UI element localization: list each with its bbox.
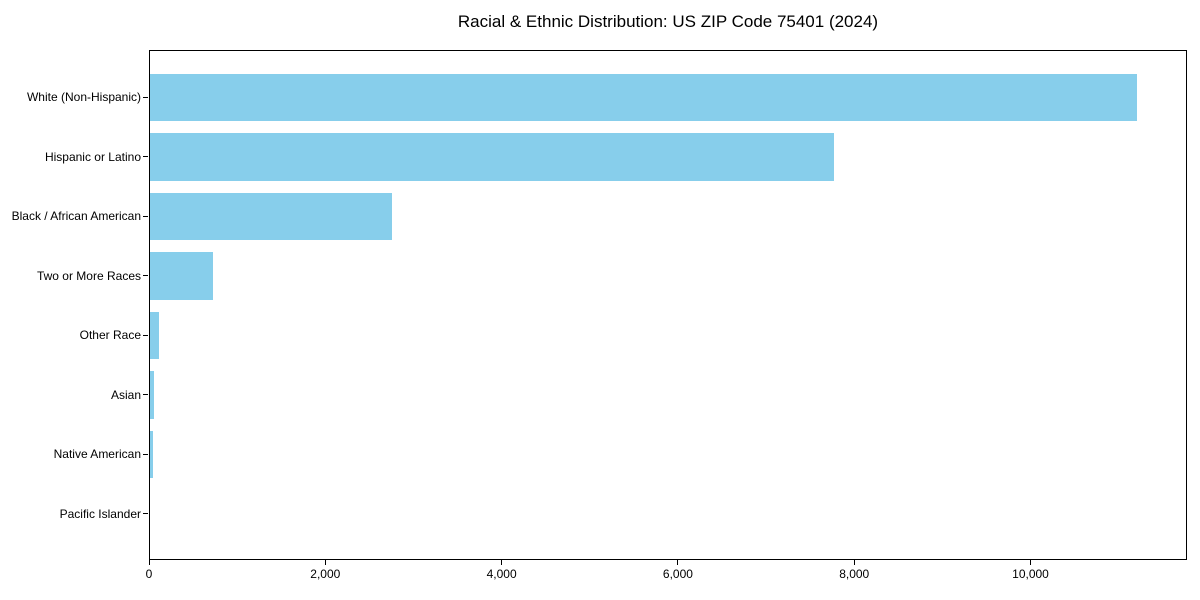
x-tick-label: 4,000 [486,567,517,581]
y-tick-mark [143,394,148,396]
bar [150,430,154,479]
y-tick-label: Other Race [79,328,141,343]
x-tick-mark [677,560,679,565]
y-tick-mark [143,334,148,336]
bar [150,311,159,360]
x-tick-label: 10,000 [1012,567,1049,581]
bar [150,371,155,419]
y-tick-mark [143,156,148,158]
chart-title: Racial & Ethnic Distribution: US ZIP Cod… [457,12,879,31]
x-tick-mark [324,560,326,565]
y-tick-label: Hispanic or Latino [44,149,141,164]
x-tick-mark [501,560,503,565]
y-tick-label: White (Non-Hispanic) [26,90,141,105]
y-tick-mark [143,453,148,455]
y-tick-label: Pacific Islander [59,506,141,521]
y-tick-mark [143,513,148,515]
plot-area [149,50,1187,560]
x-tick-label: 2,000 [310,567,341,581]
x-tick-mark [853,560,855,565]
x-tick-mark [1030,560,1032,565]
y-tick-label: Asian [110,387,141,402]
x-tick-label: 8,000 [839,567,870,581]
y-tick-mark [143,96,148,98]
bar [150,133,835,181]
y-tick-label: Native American [53,447,141,462]
y-tick-label: Black / African American [11,209,141,224]
x-tick-label: 0 [145,567,153,581]
y-tick-label: Two or More Races [36,268,141,283]
bar [150,252,214,300]
bar [150,192,392,241]
bar [150,73,1138,122]
x-tick-mark [148,560,150,565]
y-tick-mark [143,215,148,217]
x-tick-label: 6,000 [662,567,693,581]
y-tick-mark [143,275,148,277]
